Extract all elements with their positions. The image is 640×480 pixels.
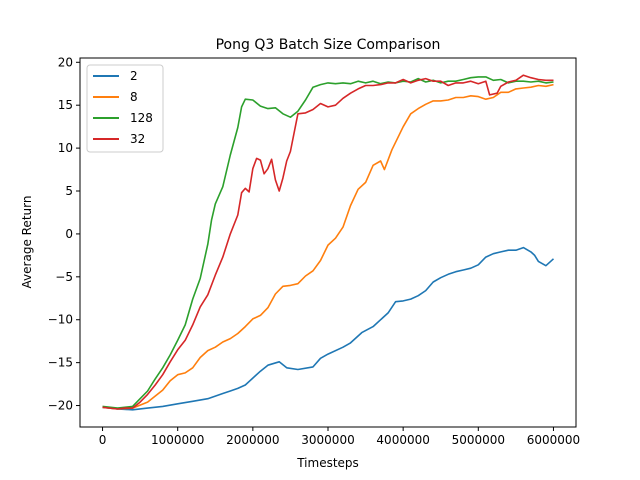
legend-label-128: 128 — [130, 111, 153, 125]
legend-box — [86, 64, 164, 153]
x-tick-label: 5000000 — [452, 433, 505, 447]
series-line-8 — [102, 83, 554, 410]
series-line-128 — [102, 76, 554, 409]
x-tick-label: 2000000 — [226, 433, 279, 447]
series-line-32 — [102, 74, 554, 410]
x-tick-label: 0 — [99, 433, 107, 447]
x-tick-label: 6000000 — [527, 433, 580, 447]
series-line-2 — [102, 246, 555, 411]
y-tick-label: 20 — [58, 55, 73, 69]
y-tick-label: 5 — [65, 184, 73, 198]
x-tick-label: 3000000 — [301, 433, 354, 447]
x-tick-label: 4000000 — [376, 433, 429, 447]
y-tick-label: −10 — [48, 313, 73, 327]
legend-label-2: 2 — [130, 69, 138, 83]
chart-title: Pong Q3 Batch Size Comparison — [216, 37, 441, 53]
legend-label-8: 8 — [130, 90, 138, 104]
y-axis-label: Average Return — [20, 196, 34, 289]
legend: 2 8 128 32 — [86, 64, 164, 153]
plot-area — [102, 74, 555, 411]
y-tick-label: −5 — [55, 270, 73, 284]
y-axis: 20 15 10 5 0 −5 −10 −15 −20 — [48, 55, 80, 413]
x-tick-label: 1000000 — [151, 433, 204, 447]
y-tick-label: 0 — [65, 227, 73, 241]
y-tick-label: −20 — [48, 399, 73, 413]
y-tick-label: 10 — [58, 141, 73, 155]
y-tick-label: 15 — [58, 98, 73, 112]
x-axis: 0 1000000 2000000 3000000 4000000 5000000 6000… — [99, 427, 580, 447]
y-tick-label: −15 — [48, 356, 73, 370]
x-axis-label: Timesteps — [296, 456, 359, 470]
legend-label-32: 32 — [130, 132, 145, 146]
